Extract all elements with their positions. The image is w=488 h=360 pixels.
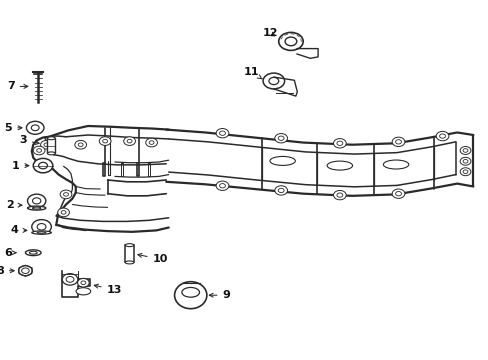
Text: 13: 13 (94, 284, 122, 295)
Circle shape (37, 224, 46, 230)
Circle shape (439, 134, 445, 138)
Ellipse shape (125, 261, 134, 264)
Circle shape (462, 149, 467, 152)
Ellipse shape (174, 282, 206, 309)
Circle shape (145, 138, 157, 147)
Circle shape (274, 186, 287, 195)
Circle shape (26, 121, 44, 134)
Circle shape (278, 32, 303, 50)
Circle shape (459, 147, 470, 154)
Text: 4: 4 (11, 225, 27, 235)
Circle shape (219, 184, 225, 188)
Circle shape (149, 141, 154, 144)
Circle shape (127, 139, 132, 143)
Circle shape (19, 266, 32, 276)
Text: 3: 3 (19, 135, 39, 145)
Circle shape (58, 208, 69, 217)
Circle shape (102, 139, 107, 143)
Text: 2: 2 (6, 200, 22, 210)
Circle shape (81, 281, 86, 284)
Circle shape (78, 278, 89, 287)
Circle shape (462, 170, 467, 174)
Circle shape (123, 137, 135, 145)
Circle shape (61, 211, 66, 214)
Circle shape (285, 37, 296, 46)
Circle shape (78, 143, 83, 147)
Circle shape (216, 181, 228, 190)
Ellipse shape (326, 161, 352, 170)
Text: 6: 6 (4, 248, 16, 258)
Circle shape (32, 198, 41, 204)
Bar (125, 245, 134, 262)
Text: 8: 8 (0, 266, 14, 276)
Circle shape (32, 220, 51, 234)
Ellipse shape (32, 207, 41, 209)
Circle shape (33, 158, 53, 173)
Circle shape (216, 129, 228, 138)
Circle shape (435, 131, 448, 141)
Text: 1: 1 (12, 161, 29, 171)
Ellipse shape (37, 232, 46, 233)
Circle shape (395, 140, 401, 144)
Circle shape (99, 137, 111, 145)
Circle shape (33, 146, 45, 155)
Ellipse shape (32, 231, 51, 234)
Circle shape (395, 192, 401, 196)
Text: 10: 10 (138, 253, 167, 264)
Circle shape (39, 162, 47, 169)
Ellipse shape (269, 156, 295, 165)
Circle shape (274, 134, 287, 143)
Ellipse shape (47, 137, 55, 140)
Circle shape (462, 159, 467, 163)
Circle shape (219, 131, 225, 135)
Circle shape (27, 194, 46, 208)
Circle shape (336, 141, 342, 145)
Circle shape (21, 268, 29, 274)
Circle shape (63, 193, 68, 196)
Circle shape (333, 139, 346, 148)
Circle shape (37, 149, 41, 152)
Circle shape (75, 140, 86, 149)
Text: 5: 5 (4, 123, 22, 133)
Circle shape (459, 168, 470, 176)
Ellipse shape (27, 206, 46, 210)
Circle shape (44, 143, 49, 147)
Circle shape (263, 73, 284, 89)
Ellipse shape (47, 152, 55, 155)
Circle shape (66, 276, 74, 282)
Circle shape (391, 137, 404, 147)
Text: 9: 9 (209, 290, 230, 300)
Ellipse shape (25, 250, 41, 256)
Circle shape (62, 274, 78, 285)
Circle shape (268, 77, 278, 85)
Circle shape (60, 190, 72, 199)
Circle shape (31, 125, 39, 131)
Circle shape (459, 157, 470, 165)
Circle shape (41, 140, 52, 149)
Ellipse shape (383, 160, 408, 169)
Bar (47, 138, 55, 153)
Text: 12: 12 (262, 28, 277, 38)
Ellipse shape (29, 251, 37, 254)
Text: 7: 7 (7, 81, 28, 91)
Circle shape (391, 189, 404, 198)
Ellipse shape (182, 287, 199, 297)
Text: 11: 11 (243, 67, 262, 79)
Ellipse shape (125, 244, 134, 247)
Circle shape (336, 193, 342, 197)
Circle shape (333, 190, 346, 200)
Ellipse shape (76, 288, 91, 295)
Circle shape (278, 188, 284, 193)
Circle shape (278, 136, 284, 140)
